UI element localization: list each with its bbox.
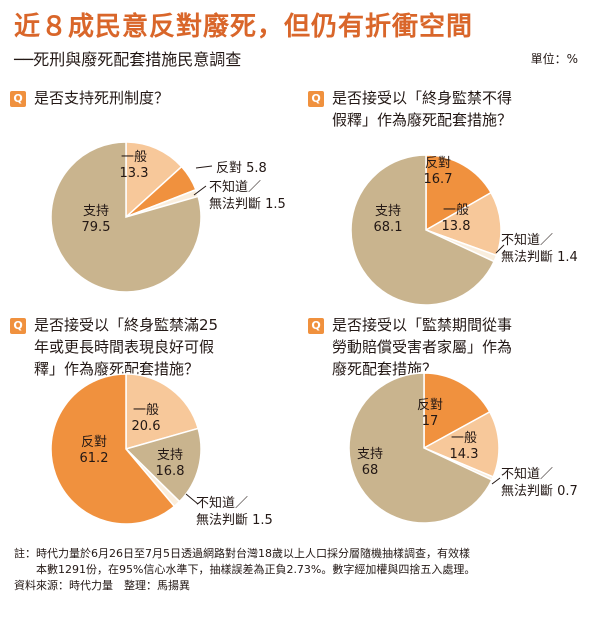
slice-label: 不知道／無法判斷 1.4 bbox=[501, 232, 578, 265]
leader-line bbox=[195, 165, 213, 169]
question-badge: Q bbox=[10, 91, 26, 107]
leader-line bbox=[193, 185, 207, 196]
question-text: 是否接受以「終身監禁滿25 年或更長時間表現良好可假 釋」作為廢死配套措施？ bbox=[34, 314, 289, 380]
slice-label: 反對 16.7 bbox=[424, 156, 453, 187]
question-text: 是否接受以「終身監禁不得 假釋」作為廢死配套措施？ bbox=[332, 87, 587, 131]
slice-label: 不知道／無法判斷 1.5 bbox=[209, 179, 286, 212]
page-title: 近８成民意反對廢死，但仍有折衝空間 bbox=[14, 12, 474, 42]
page-subtitle: ──死刑與廢死配套措施民意調查 bbox=[14, 50, 242, 69]
pie-slice bbox=[350, 154, 496, 306]
pie-slice bbox=[125, 373, 200, 450]
slice-label: 一般 13.8 bbox=[442, 202, 471, 234]
pie-chart: 反對 17 一般 14.3 不知道／無法判斷 0.7 支持 68 bbox=[348, 372, 578, 524]
question-line: 假釋」作為廢死配套措施？ bbox=[332, 111, 513, 129]
unit-label: 單位：% bbox=[530, 52, 578, 66]
pie-slice bbox=[125, 141, 183, 219]
slice-label: 反對 5.8 bbox=[216, 161, 267, 176]
slice-label: 不知道／無法判斷 0.7 bbox=[501, 466, 578, 499]
pie-chart: 一般 13.3 反對 5.8 不知道／無法判斷 1.5 支持 79.5 bbox=[50, 141, 286, 293]
question-line: 年或更長時間表現良好可假 bbox=[34, 338, 215, 356]
question-text: 是否支持死刑制度？ bbox=[34, 87, 289, 109]
pie-slice bbox=[50, 373, 176, 525]
slice-label: 一般 13.3 bbox=[120, 149, 149, 181]
pie-slice bbox=[425, 154, 493, 232]
leader-line bbox=[495, 244, 505, 254]
slice-label: 反對 17 bbox=[417, 398, 443, 429]
chart-panel-death-penalty-support: Q 是否支持死刑制度？ 一般 13.3 反對 5.8 不知道／無法判斷 1.5 支持 79… bbox=[6, 85, 296, 305]
slice-label: 一般 20.6 bbox=[132, 402, 161, 434]
pie-slice bbox=[50, 141, 202, 293]
question-line: 是否接受以「監禁期間從事 bbox=[332, 316, 513, 334]
leader-line bbox=[185, 493, 199, 505]
footnote: 註：時代力量於6月26日至7月5日透過網路對台灣18歲以上人口採分層隨機抽樣調查… bbox=[14, 546, 589, 594]
pie-slice bbox=[348, 372, 493, 524]
source-line: 資料來源：時代力量 整理：馬揚異 bbox=[14, 579, 190, 592]
leader-line bbox=[491, 477, 501, 485]
pie-slice bbox=[424, 191, 502, 257]
footnote-line: 本數1291份，在95%信心水準下，抽樣誤差為正負2.73%。數字經加權與四捨五… bbox=[14, 563, 476, 576]
question-text: 是否接受以「監禁期間從事 勞動賠償受害者家屬」作為 廢死配套措施？ bbox=[332, 314, 587, 380]
pie-chart: 反對 16.7 一般 13.8 不知道／無法判斷 1.4 支持 68.1 bbox=[350, 154, 578, 306]
slice-label: 不知道／無法判斷 1.5 bbox=[196, 495, 273, 528]
slice-label: 支持 16.8 bbox=[156, 448, 185, 479]
pie-slice bbox=[422, 410, 500, 478]
question-badge: Q bbox=[10, 318, 26, 334]
question-line: 是否支持死刑制度？ bbox=[34, 89, 170, 107]
question-line: 是否接受以「終身監禁不得 bbox=[332, 89, 513, 107]
question-line: 釋」作為廢死配套措施？ bbox=[34, 360, 200, 378]
chart-panel-life-with-parole: Q 是否接受以「終身監禁滿25 年或更長時間表現良好可假 釋」作為廢死配套措施？… bbox=[6, 312, 296, 532]
chart-panel-labor-compensation: Q 是否接受以「監禁期間從事 勞動賠償受害者家屬」作為 廢死配套措施？ 反對 17… bbox=[304, 312, 594, 532]
question-line: 是否接受以「終身監禁滿25 bbox=[34, 316, 219, 334]
slice-label: 支持 68.1 bbox=[374, 204, 403, 235]
question-badge: Q bbox=[308, 91, 324, 107]
slice-label: 一般 14.3 bbox=[450, 430, 479, 462]
chart-panel-life-without-parole: Q 是否接受以「終身監禁不得 假釋」作為廢死配套措施？ 反對 16.7 一般 13.8… bbox=[304, 85, 594, 306]
pie-chart: 一般 20.6 支持 16.8 不知道／無法判斷 1.5 反對 61.2 bbox=[50, 373, 273, 528]
slice-label: 支持 68 bbox=[357, 447, 383, 478]
pie-slice bbox=[423, 372, 491, 450]
question-badge: Q bbox=[308, 318, 324, 334]
slice-label: 反對 61.2 bbox=[80, 435, 109, 466]
slice-label: 支持 79.5 bbox=[82, 204, 111, 235]
pie-slice bbox=[124, 427, 202, 503]
footnote-line: 註：時代力量於6月26日至7月5日透過網路對台灣18歲以上人口採分層隨機抽樣調查… bbox=[14, 547, 470, 560]
question-line: 勞動賠償受害者家屬」作為 bbox=[332, 338, 513, 356]
